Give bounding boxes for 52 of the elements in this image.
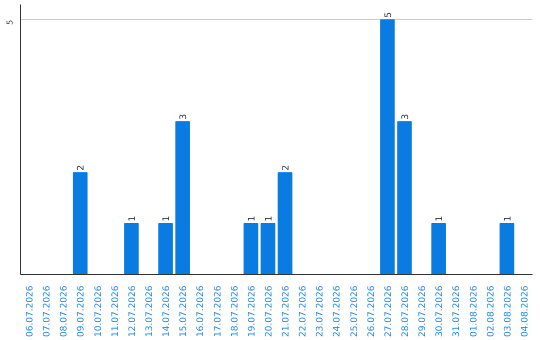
data-label: 3 bbox=[401, 114, 411, 120]
x-tick-label: 28.07.2026 bbox=[401, 285, 411, 338]
x-tick-label: 11.07.2026 bbox=[110, 285, 121, 338]
x-tick-label: 21.07.2026 bbox=[282, 285, 292, 338]
x-tick-label: 30.07.2026 bbox=[435, 285, 446, 338]
x-tick-label: 04.08.2026 bbox=[520, 285, 530, 338]
x-tick-label: 24.07.2026 bbox=[332, 285, 343, 338]
x-tick-label: 25.07.2026 bbox=[350, 285, 360, 338]
x-tick-label: 20.07.2026 bbox=[264, 285, 274, 338]
bar bbox=[500, 223, 514, 274]
data-label: 2 bbox=[76, 164, 87, 171]
x-tick-label: 02.08.2026 bbox=[486, 285, 496, 338]
bar bbox=[260, 223, 276, 274]
x-tick-label: 12.07.2026 bbox=[128, 285, 138, 338]
data-label: 1 bbox=[128, 216, 138, 222]
x-tick-label: 19.07.2026 bbox=[247, 285, 258, 338]
x-tick-label: 09.07.2026 bbox=[76, 285, 87, 338]
x-tick-label: 10.07.2026 bbox=[94, 285, 104, 338]
x-tick-label: 31.07.2026 bbox=[452, 285, 462, 338]
data-label: 3 bbox=[179, 114, 190, 120]
bar bbox=[278, 172, 292, 274]
x-tick-label: 03.08.2026 bbox=[503, 285, 514, 338]
x-tick-label: 17.07.2026 bbox=[213, 285, 224, 338]
data-label: 1 bbox=[162, 216, 172, 222]
x-tick-label: 14.07.2026 bbox=[162, 285, 172, 338]
data-label: 2 bbox=[282, 164, 292, 171]
data-label: 1 bbox=[247, 216, 258, 222]
x-tick-label: 27.07.2026 bbox=[384, 285, 394, 338]
x-tick-label: 08.07.2026 bbox=[60, 285, 70, 338]
data-label: 1 bbox=[503, 216, 514, 222]
data-label: 1 bbox=[264, 216, 274, 222]
x-tick-label: 26.07.2026 bbox=[366, 285, 377, 338]
bar bbox=[431, 223, 446, 274]
bar bbox=[124, 223, 139, 274]
x-tick-label: 07.07.2026 bbox=[42, 285, 53, 338]
data-label: 1 bbox=[435, 216, 446, 222]
bar bbox=[397, 121, 412, 274]
bar bbox=[175, 121, 190, 274]
x-tick-label: 29.07.2026 bbox=[418, 285, 428, 338]
x-tick-label: 18.07.2026 bbox=[230, 285, 240, 338]
bar bbox=[244, 223, 258, 274]
bar bbox=[380, 19, 395, 274]
x-tick-label: 01.08.2026 bbox=[469, 285, 480, 338]
x-tick-label: 06.07.2026 bbox=[26, 285, 36, 338]
x-tick-label: 22.07.2026 bbox=[298, 285, 309, 338]
x-tick-label: 16.07.2026 bbox=[196, 285, 206, 338]
x-tick-label: 23.07.2026 bbox=[316, 285, 326, 338]
bar bbox=[158, 223, 173, 274]
data-label: 5 bbox=[384, 12, 394, 18]
x-tick-label: 13.07.2026 bbox=[145, 285, 155, 338]
x-tick-label: 15.07.2026 bbox=[179, 285, 190, 338]
bar bbox=[72, 172, 88, 274]
